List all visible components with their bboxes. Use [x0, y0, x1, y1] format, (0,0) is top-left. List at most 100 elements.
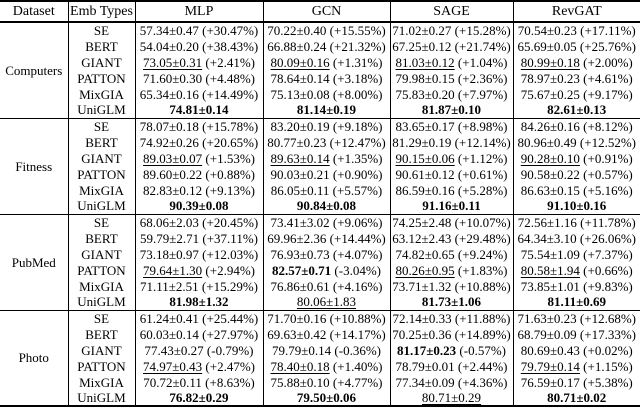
- score-value: 76.86±0.61: [270, 278, 330, 294]
- result-cell: 70.25±0.36 (+14.89%): [389, 326, 513, 342]
- table-row: UniGLM 90.39±0.08 90.84±0.08 91.16±0.11 91.1…: [0, 198, 640, 214]
- result-cell: 67.25±0.12 (+21.74%): [389, 38, 513, 54]
- score-delta: (+30.47%): [198, 23, 259, 38]
- result-cell: 90.15±0.06 (+1.12%): [389, 150, 513, 166]
- table-row: UniGLM 74.81±0.14 81.14±0.19 81.87±0.10 82.6…: [0, 102, 640, 118]
- emb-type-cell: MixGIA: [67, 86, 135, 102]
- score-value: 77.34±0.09: [395, 374, 455, 390]
- score-value: 81.87±0.10: [421, 102, 482, 118]
- emb-type-cell: BERT: [67, 326, 135, 342]
- table-row: GIANT 77.43±0.27 (-0.79%) 79.79±0.14 (-0.3…: [0, 342, 640, 358]
- result-cell: 81.03±0.12 (+1.04%): [389, 54, 513, 70]
- score-delta: (+0.88%): [202, 166, 255, 182]
- score-value: 91.10±0.16: [547, 198, 607, 214]
- result-cell: 74.97±0.43 (+2.47%): [134, 358, 263, 374]
- score-value: 76.93±0.73: [270, 246, 330, 262]
- score-value: 82.83±0.12: [143, 182, 203, 198]
- result-cell: 84.26±0.16 (+8.12%): [512, 118, 640, 134]
- result-cell: 80.71±0.29: [389, 390, 513, 406]
- score-value: 65.69±0.05: [517, 38, 577, 54]
- header-model-gcn: GCN: [262, 1, 390, 22]
- emb-type-cell: GIANT: [67, 246, 135, 262]
- score-delta: (+12.14%): [451, 134, 511, 150]
- result-cell: 81.73±1.06: [389, 294, 513, 310]
- result-cell: 90.03±0.21 (+0.90%): [262, 166, 390, 182]
- emb-type-cell: SE: [67, 22, 135, 38]
- score-delta: (+8.98%): [454, 118, 508, 134]
- result-cell: 90.58±0.22 (+0.57%): [512, 166, 640, 182]
- score-delta: (+14.49%): [198, 86, 259, 102]
- result-cell: 71.63±0.23 (+12.68%): [512, 310, 640, 326]
- result-cell: 78.07±0.18 (+15.78%): [134, 118, 263, 134]
- score-value: 90.61±0.12: [395, 166, 455, 182]
- score-value: 81.98±1.32: [169, 294, 229, 310]
- table-row: MixGIA 71.11±2.51 (+15.29%) 76.86±0.61 (+4…: [0, 278, 640, 294]
- result-cell: 81.98±1.32: [134, 294, 263, 310]
- score-value: 74.25±2.48: [392, 214, 452, 230]
- score-value: 75.54±1.09: [520, 246, 580, 262]
- score-delta: (+15.78%): [198, 118, 259, 134]
- result-cell: 74.25±2.48 (+10.07%): [389, 214, 513, 230]
- table-row: MixGIA 70.72±0.11 (+8.63%) 75.88±0.10 (+4.…: [0, 374, 640, 390]
- score-delta: (+2.44%): [454, 358, 508, 374]
- score-delta: (+8.63%): [201, 374, 255, 390]
- result-cell: 82.83±0.12 (+9.13%): [134, 182, 263, 198]
- result-cell: 86.05±0.11 (+5.57%): [262, 182, 390, 198]
- result-cell: 81.11±0.69: [512, 294, 640, 310]
- score-value: 76.82±0.29: [169, 390, 229, 405]
- table-row: PATTON 74.97±0.43 (+2.47%) 78.40±0.18 (+1.…: [0, 358, 640, 374]
- emb-type-cell: BERT: [67, 38, 135, 54]
- score-delta: (+12.47%): [326, 134, 386, 150]
- emb-type-cell: SE: [67, 310, 135, 326]
- result-cell: 91.10±0.16: [512, 198, 640, 214]
- result-cell: 71.60±0.30 (+4.48%): [134, 70, 263, 86]
- score-delta: (+2.41%): [202, 54, 255, 70]
- score-value: 54.04±0.20: [139, 38, 199, 54]
- score-delta: (-0.36%): [331, 342, 381, 358]
- score-delta: (+29.48%): [451, 230, 511, 246]
- score-value: 75.67±0.25: [520, 86, 580, 102]
- result-cell: 71.02±0.27 (+15.28%): [389, 22, 513, 38]
- score-value: 86.63±0.15: [520, 182, 580, 198]
- result-cell: 82.61±0.13: [512, 102, 640, 118]
- result-cell: 80.58±1.94 (+0.66%): [512, 262, 640, 278]
- result-cell: 80.96±0.49 (+12.52%): [512, 134, 640, 150]
- score-delta: (+10.07%): [451, 214, 511, 230]
- score-value: 74.92±0.26: [139, 134, 199, 150]
- result-cell: 75.83±0.20 (+7.97%): [389, 86, 513, 102]
- score-value: 90.39±0.08: [169, 198, 229, 214]
- score-delta: (+5.38%): [579, 374, 633, 390]
- score-value: 91.16±0.11: [422, 198, 481, 214]
- score-delta: (+2.00%): [579, 54, 633, 70]
- result-cell: 61.24±0.41 (+25.44%): [134, 310, 263, 326]
- result-cell: 77.34±0.09 (+4.36%): [389, 374, 513, 390]
- score-value: 74.97±0.43: [143, 358, 203, 374]
- result-cell: 74.92±0.26 (+20.65%): [134, 134, 263, 150]
- result-cell: 66.88±0.24 (+21.32%): [262, 38, 390, 54]
- result-cell: 70.54±0.23 (+17.11%): [512, 22, 640, 38]
- result-cell: 73.41±3.02 (+9.06%): [262, 214, 390, 230]
- table-row: Computers SE 57.34±0.47 (+30.47%) 70.22±0.4…: [0, 22, 640, 78]
- header-emb-types: Emb Types: [67, 1, 135, 22]
- score-value: 80.09±0.16: [270, 54, 330, 70]
- score-delta: (+3.18%): [329, 70, 383, 86]
- score-value: 90.03±0.21: [270, 166, 330, 182]
- score-value: 57.34±0.47: [139, 23, 199, 38]
- emb-type-cell: GIANT: [67, 150, 135, 166]
- score-value: 82.61±0.13: [547, 102, 607, 118]
- score-delta: (+11.78%): [576, 214, 636, 230]
- score-delta: (+14.89%): [451, 326, 511, 342]
- score-value: 80.71±0.29: [421, 390, 482, 405]
- score-delta: (+9.24%): [454, 246, 508, 262]
- table-row: PATTON 79.64±1.30 (+2.94%) 82.57±0.71 (-3.…: [0, 262, 640, 278]
- score-delta: (+0.02%): [579, 342, 633, 358]
- score-value: 81.14±0.19: [296, 102, 357, 118]
- score-delta: (-0.79%): [203, 342, 254, 358]
- score-value: 71.70±0.16: [267, 310, 327, 326]
- score-value: 80.77±0.23: [267, 134, 327, 150]
- score-delta: (+8.12%): [579, 118, 633, 134]
- score-delta: (+20.65%): [198, 134, 259, 150]
- score-delta: (+4.77%): [329, 374, 383, 390]
- emb-type-cell: PATTON: [67, 166, 135, 182]
- header-row: Dataset Emb Types MLP GCN SAGE RevGAT: [0, 1, 640, 22]
